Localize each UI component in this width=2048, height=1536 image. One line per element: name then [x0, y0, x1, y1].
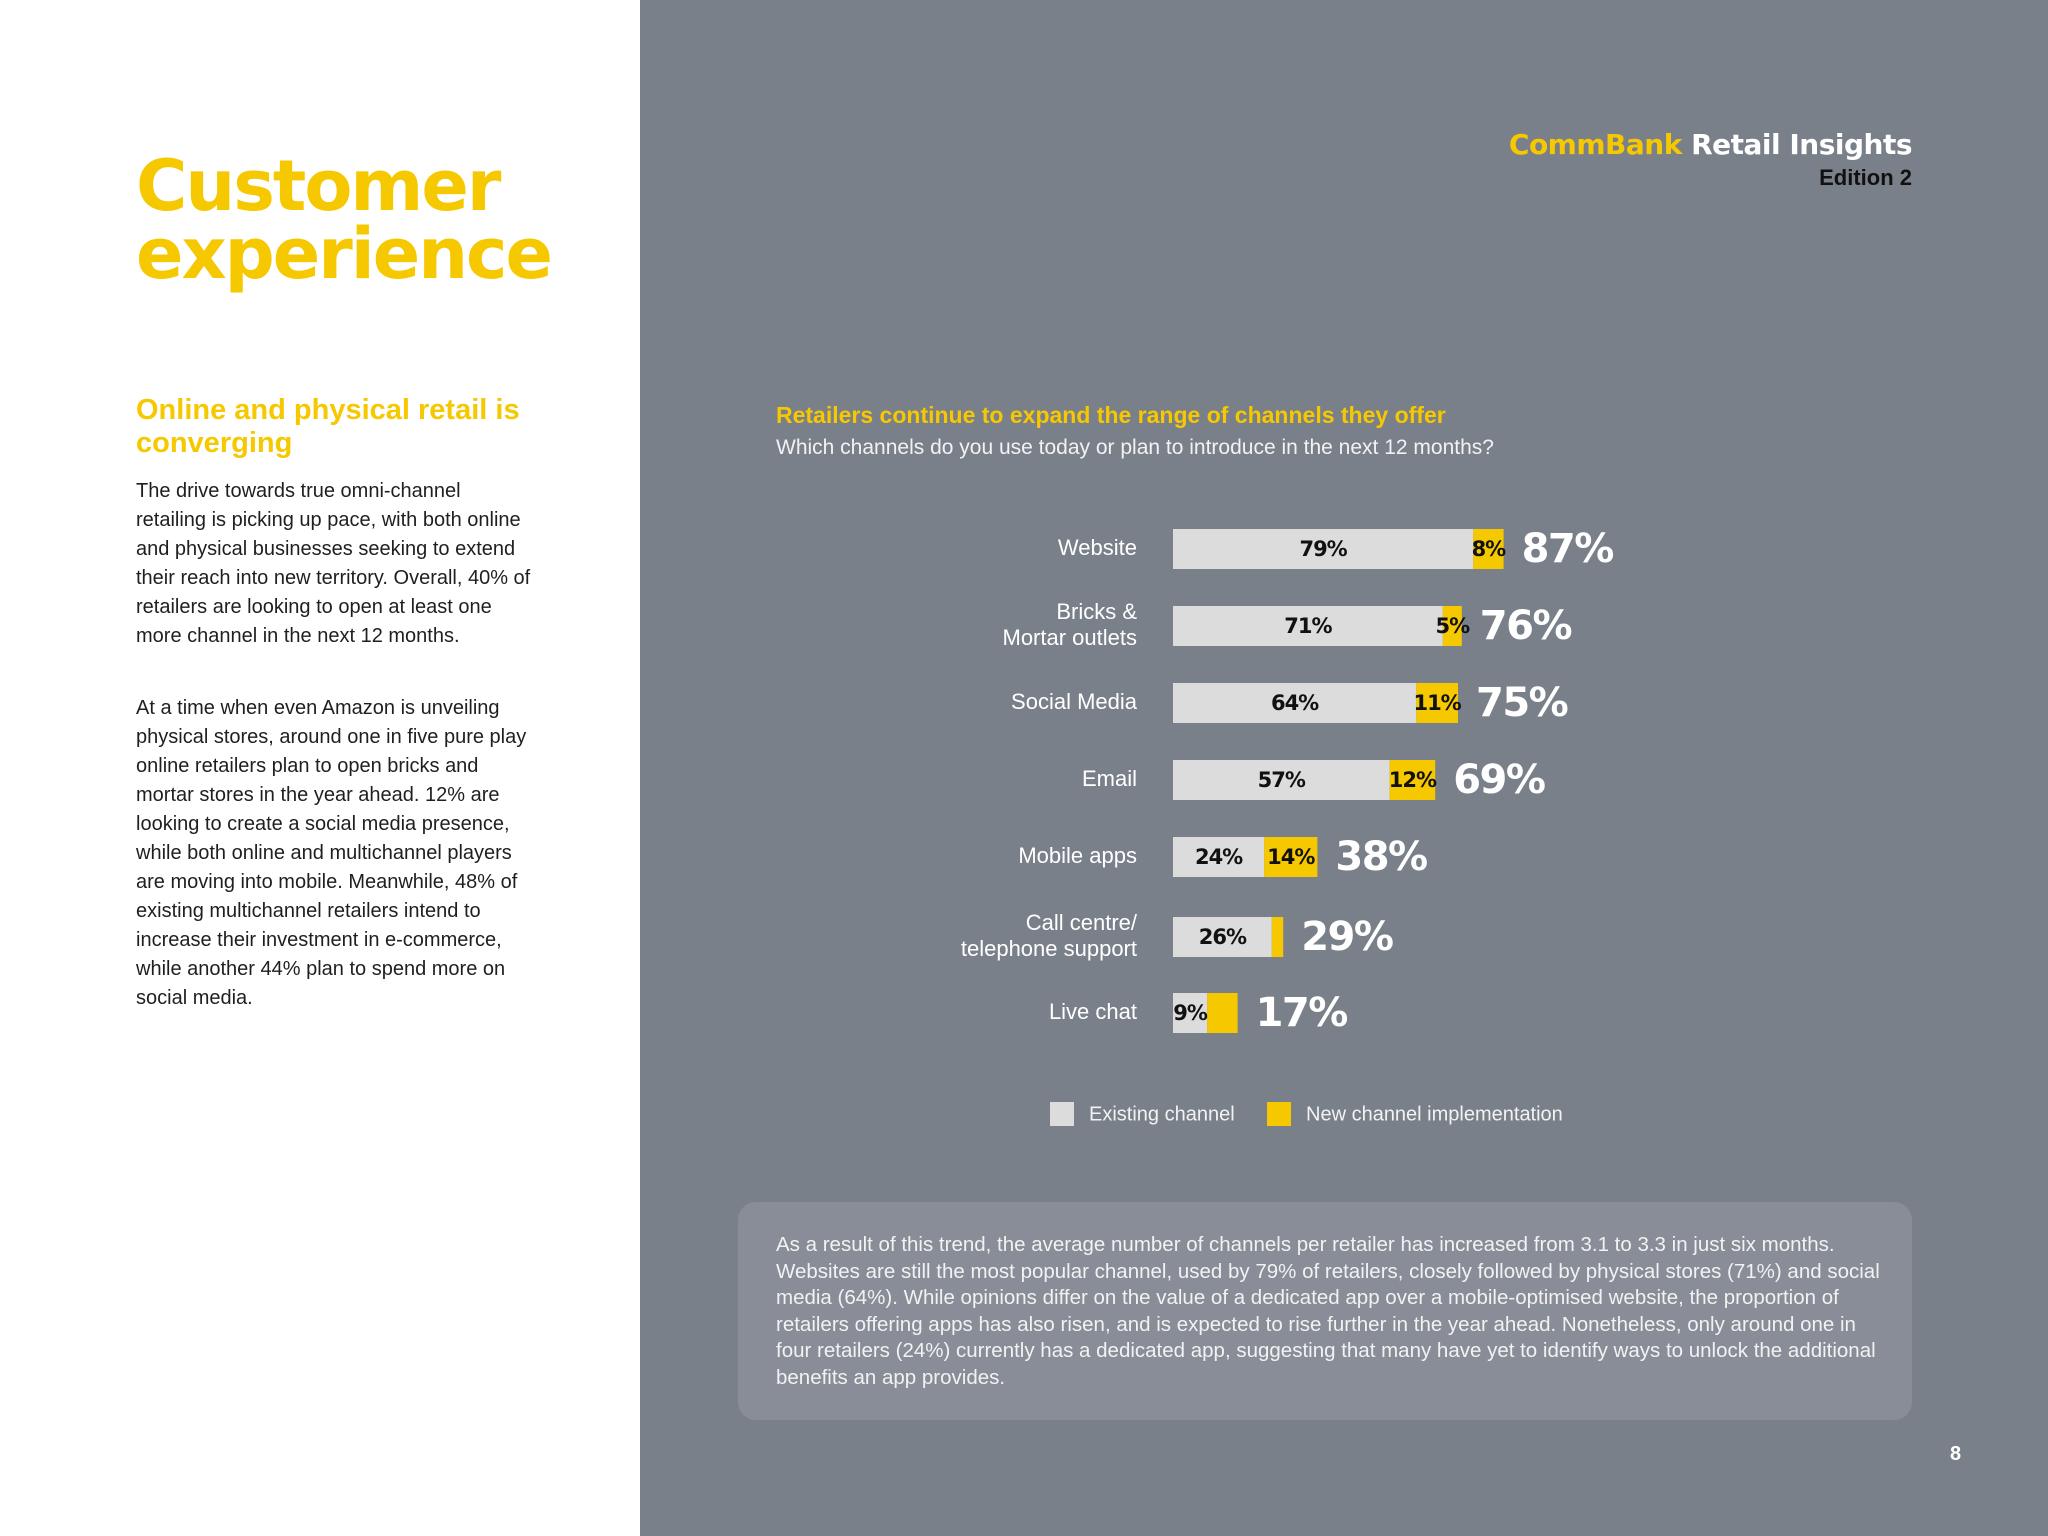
total-value-label: 76% [1480, 603, 1572, 649]
bar-new [1473, 529, 1504, 569]
bar-new [1416, 683, 1458, 723]
category-label: Mobile apps [1018, 843, 1137, 868]
legend-swatch-new [1267, 1102, 1291, 1126]
category-label: Website [1058, 535, 1137, 560]
bar-new [1264, 837, 1318, 877]
legend-label-new: New channel implementation [1306, 1103, 1563, 1125]
section-heading: Online and physical retail is converging [136, 394, 520, 459]
left-panel: Customer experience Online and physical … [0, 0, 640, 1536]
existing-value-label: 79% [1299, 537, 1347, 561]
total-value-label: 87% [1522, 526, 1614, 572]
brand-logo: CommBank Retail Insights [1508, 128, 1913, 161]
existing-value-label: 71% [1284, 614, 1332, 638]
bar-existing [1173, 917, 1272, 957]
category-label: Call centre/telephone support [961, 910, 1138, 961]
body-paragraph-2: At a time when even Amazon is unveiling … [136, 697, 527, 1009]
new-value-label: 8% [1472, 537, 1507, 561]
total-value-label: 75% [1476, 680, 1568, 726]
bar-existing [1173, 529, 1474, 569]
category-label: Live chat [1049, 999, 1137, 1024]
bar-new [1207, 993, 1238, 1033]
total-value-label: 29% [1301, 914, 1393, 960]
legend-label-existing: Existing channel [1089, 1103, 1235, 1125]
total-value-label: 17% [1256, 990, 1348, 1036]
summary-text: As a result of this trend, the average n… [776, 1233, 1880, 1389]
legend-swatch-existing [1050, 1102, 1074, 1126]
summary-callout: As a result of this trend, the average n… [738, 1202, 1912, 1420]
bar-existing [1173, 837, 1265, 877]
brand-product: Retail Insights [1691, 128, 1912, 161]
body-paragraph-1: The drive towards true omni-channel reta… [136, 480, 531, 647]
existing-value-label: 24% [1195, 845, 1243, 869]
category-label: Bricks & Mortar outlets [1003, 599, 1138, 650]
new-value-label: 11% [1413, 691, 1461, 715]
existing-value-label: 57% [1258, 768, 1306, 792]
bar-new [1271, 917, 1284, 957]
existing-value-label: 26% [1199, 925, 1247, 949]
new-value-label: 12% [1389, 768, 1437, 792]
existing-value-label: 64% [1271, 691, 1319, 715]
total-value-label: 38% [1335, 834, 1427, 880]
bar-existing [1173, 760, 1390, 800]
brand-name: CommBank [1508, 128, 1682, 161]
new-value-label: 14% [1267, 845, 1315, 869]
chart-title: Retailers continue to expand the range o… [776, 402, 1446, 428]
bar-existing [1173, 993, 1208, 1033]
bar-new [1389, 760, 1436, 800]
brand-edition: Edition 2 [1819, 165, 1912, 190]
brand-header: CommBank Retail Insights Edition 2 [1508, 128, 1913, 191]
bar-new [1442, 606, 1462, 646]
bar-existing [1173, 683, 1417, 723]
total-value-label: 69% [1453, 757, 1545, 803]
chart-subtitle: Which channels do you use today or plan … [776, 436, 1494, 459]
bar-existing [1173, 606, 1443, 646]
category-label: Email [1082, 766, 1137, 791]
existing-value-label: 9% [1173, 1001, 1208, 1025]
page-number: 8 [1950, 1443, 1962, 1465]
category-label: Social Media [1011, 689, 1138, 714]
page-title: Customer experience [136, 145, 553, 295]
new-value-label: 5% [1435, 614, 1470, 638]
